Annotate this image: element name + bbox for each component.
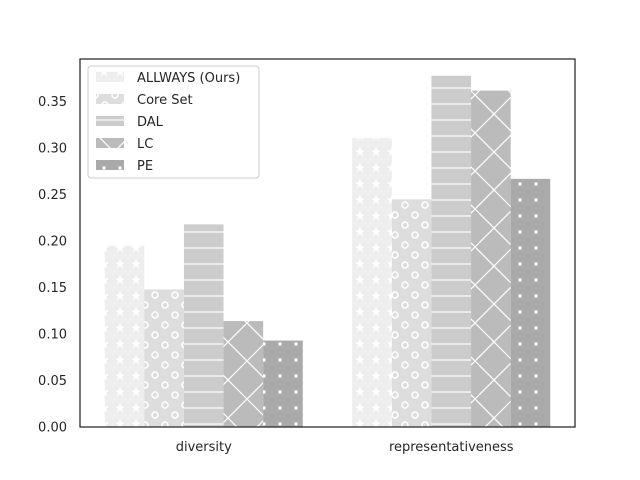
- legend-swatch-star: [96, 72, 124, 82]
- legend-swatch-cross: [96, 138, 124, 148]
- legend-box: [87, 65, 260, 179]
- bar-hline-representativeness: [431, 75, 472, 428]
- bar-circle-representativeness: [391, 199, 432, 427]
- bar-star-representativeness: [352, 137, 392, 427]
- legend-label: LC: [137, 137, 153, 152]
- y-tick-label: 0.10: [38, 328, 67, 343]
- y-tick-label: 0.15: [38, 281, 67, 296]
- y-tick-label: 0.00: [38, 421, 67, 436]
- legend-label: DAL: [137, 115, 164, 130]
- legend-swatch-hline: [96, 116, 124, 126]
- legend-label: Core Set: [137, 93, 193, 108]
- legend-swatch-circle: [96, 94, 124, 104]
- bars-layer: [104, 75, 551, 428]
- y-tick-label: 0.35: [38, 95, 67, 110]
- bar-cross-representativeness: [471, 90, 511, 428]
- legend-label: ALLWAYS (Ours): [137, 71, 240, 86]
- y-tick-label: 0.20: [38, 235, 67, 250]
- x-tick-label: diversity: [176, 440, 232, 455]
- legend: ALLWAYS (Ours) Core Set DAL LC PE: [87, 65, 260, 179]
- bar-cross-diversity: [223, 321, 264, 427]
- bar-star-diversity: [104, 245, 145, 427]
- axes-layer: 0.00 0.05 0.10 0.15 0.20 0.25 0.30 0.35 diversit…: [38, 58, 576, 455]
- bar-dot-representativeness: [510, 178, 551, 427]
- bar-hline-diversity: [183, 224, 224, 427]
- legend-swatch-dot: [96, 160, 124, 170]
- legend-label: PE: [137, 159, 153, 174]
- y-tick-label: 0.25: [38, 188, 67, 203]
- bar-circle-diversity: [144, 289, 184, 427]
- plot-frame: [79, 58, 576, 428]
- x-tick-label: representativeness: [389, 440, 514, 455]
- bar-dot-diversity: [263, 340, 303, 427]
- y-tick-label: 0.30: [38, 142, 67, 157]
- y-tick-label: 0.05: [38, 374, 67, 389]
